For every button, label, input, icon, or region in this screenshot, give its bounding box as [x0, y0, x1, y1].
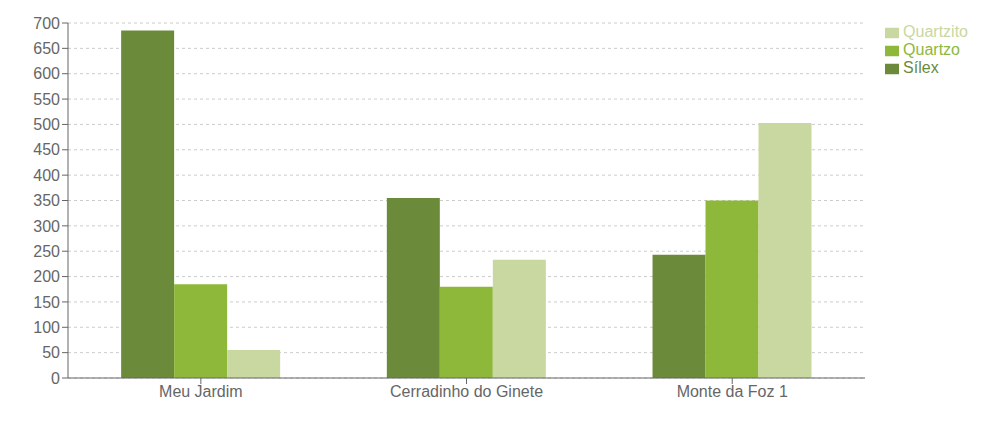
svg-text:700: 700 — [33, 15, 60, 32]
svg-text:250: 250 — [33, 243, 60, 260]
svg-text:150: 150 — [33, 294, 60, 311]
html-text:Sílex: Sílex — [903, 59, 939, 76]
svg-text:Cerradinho do Ginete: Cerradinho do Ginete — [390, 383, 543, 400]
html-text:Quartzito: Quartzito — [903, 23, 968, 40]
svg-text:500: 500 — [33, 116, 60, 133]
svg-text:650: 650 — [33, 40, 60, 57]
svg-text:Monte da Foz 1: Monte da Foz 1 — [677, 383, 788, 400]
svg-text:300: 300 — [33, 218, 60, 235]
svg-text:550: 550 — [33, 91, 60, 108]
svg-text:Meu Jardim: Meu Jardim — [159, 383, 243, 400]
svg-text:50: 50 — [42, 344, 60, 361]
html-text:Quartzo: Quartzo — [903, 41, 960, 58]
svg-text:600: 600 — [33, 65, 60, 82]
svg-text:200: 200 — [33, 268, 60, 285]
svg-text:450: 450 — [33, 141, 60, 158]
svg-text:0: 0 — [51, 370, 60, 387]
svg-text:350: 350 — [33, 192, 60, 209]
svg-text:400: 400 — [33, 167, 60, 184]
svg-text:100: 100 — [33, 319, 60, 336]
